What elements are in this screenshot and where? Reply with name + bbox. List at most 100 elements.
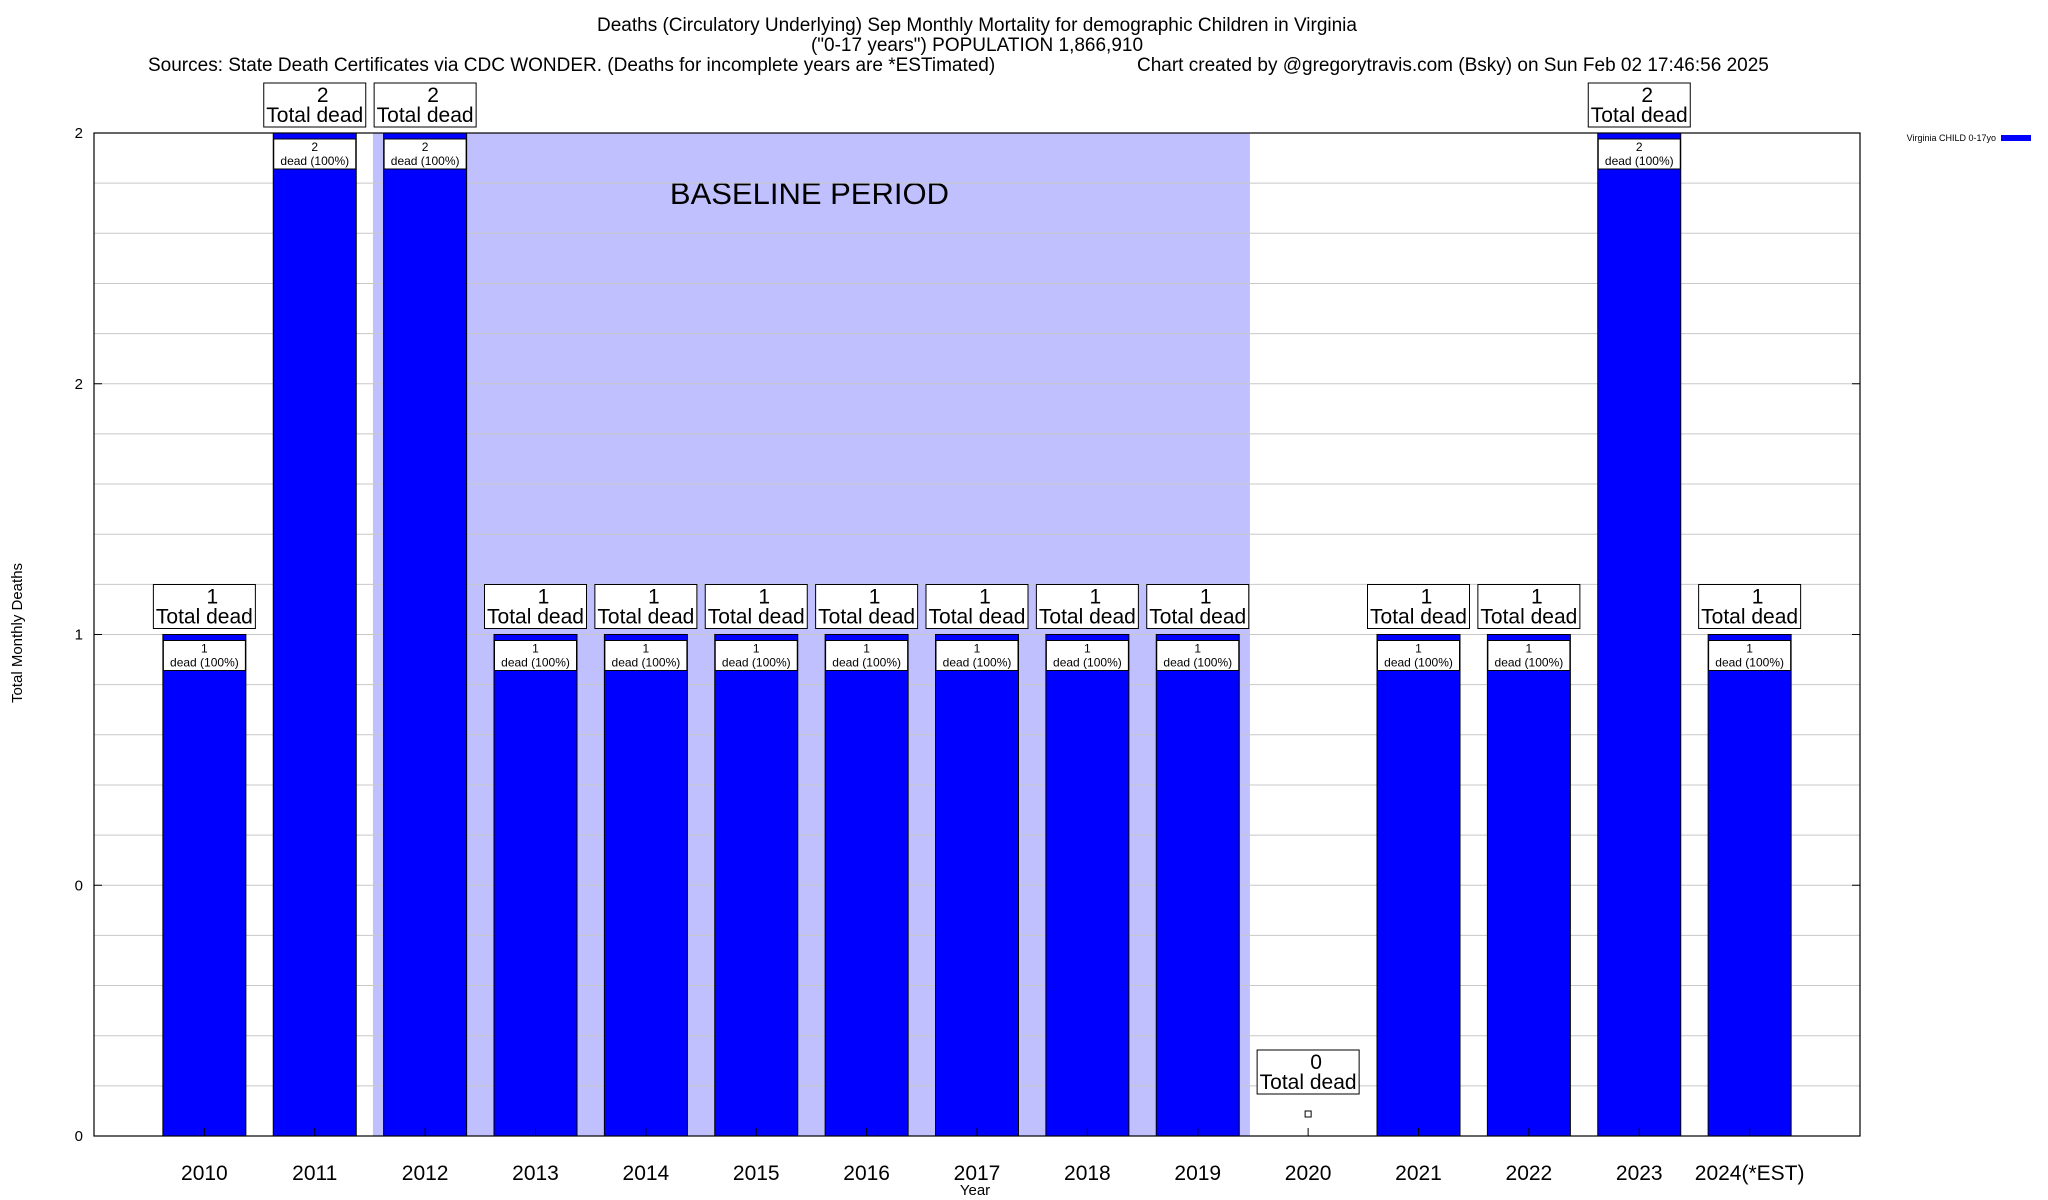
bar-inner-label-box xyxy=(1156,640,1240,671)
bar-inner-count: 1 xyxy=(863,642,870,656)
bar xyxy=(603,634,688,1137)
y-tick-label: 1 xyxy=(75,627,83,644)
chart-subtitle: ("0-17 years") POPULATION 1,866,910 xyxy=(811,35,1143,56)
bar-total-count: 1 xyxy=(758,586,770,609)
bar-total-label-box xyxy=(484,584,587,629)
y-tick-label: 2 xyxy=(75,376,83,393)
y-axis-title: Total Monthly Deaths xyxy=(9,563,26,703)
legend: Virginia CHILD 0-17yo xyxy=(1907,133,2031,143)
x-tick-label: 2020 xyxy=(1285,1162,1332,1185)
bar-inner-label: dead (100%) xyxy=(170,656,239,670)
bar-total-label: Total dead xyxy=(156,606,253,629)
bar-inner-label-box xyxy=(1708,640,1792,671)
x-tick-label: 2014 xyxy=(623,1162,670,1185)
bar-inner-label-box xyxy=(273,138,357,170)
bar-total-label: Total dead xyxy=(377,104,474,127)
bar-total-label-box xyxy=(594,584,698,629)
bar-total-label: Total dead xyxy=(597,606,694,629)
bar-inner-label-box xyxy=(1597,138,1681,170)
bar-total-label: Total dead xyxy=(1039,606,1136,629)
bar-total-count: 1 xyxy=(979,586,991,609)
bar-inner-label: dead (100%) xyxy=(1384,656,1453,670)
bar-inner-label: dead (100%) xyxy=(1715,656,1784,670)
bar-total-label-box xyxy=(925,584,1029,629)
baseline-period-label: BASELINE PERIOD xyxy=(670,176,949,211)
bar-inner-count: 1 xyxy=(1084,642,1091,656)
bar-inner-count: 1 xyxy=(1746,642,1753,656)
bar-total-label: Total dead xyxy=(818,606,915,629)
bar-total-label-box xyxy=(373,82,477,128)
bar-total-label: Total dead xyxy=(1480,606,1577,629)
bar-inner-label-box xyxy=(935,640,1019,671)
bar-inner-label-box xyxy=(1045,640,1129,671)
bar-inner-label: dead (100%) xyxy=(280,154,349,168)
x-tick-label: 2021 xyxy=(1395,1162,1442,1185)
bar-inner-label-box xyxy=(714,640,798,671)
bar-inner-label: dead (100%) xyxy=(943,656,1012,670)
bar-total-count: 1 xyxy=(1752,586,1764,609)
bar-inner-count: 2 xyxy=(422,140,429,154)
bar-total-label-box xyxy=(1035,584,1139,629)
y-axis: 0 0 1 2 2 xyxy=(75,125,1860,1145)
bar-total-label: Total dead xyxy=(487,606,584,629)
bar-total-count: 0 xyxy=(1310,1051,1322,1074)
bar-total-label: Total dead xyxy=(1591,104,1688,127)
bar-inner-count: 1 xyxy=(1526,642,1533,656)
bar xyxy=(714,634,799,1137)
bar-total-count: 1 xyxy=(1421,586,1433,609)
bar-total-label: Total dead xyxy=(1701,606,1798,629)
bar-inner-label: dead (100%) xyxy=(1163,656,1232,670)
bar-inner-count: 1 xyxy=(1194,642,1201,656)
legend-label: Virginia CHILD 0-17yo xyxy=(1907,133,1996,143)
x-tick-label: 2016 xyxy=(843,1162,890,1185)
bar xyxy=(272,132,357,1137)
bar-total-label: Total dead xyxy=(1260,1071,1357,1094)
sources-note: Sources: State Death Certificates via CD… xyxy=(148,55,995,76)
bar-total-label-box xyxy=(1367,584,1470,629)
bar xyxy=(1486,634,1571,1137)
bar-inner-label: dead (100%) xyxy=(1053,656,1122,670)
bar-total-label-box xyxy=(704,584,808,629)
x-tick-label: 2017 xyxy=(954,1162,1001,1185)
y-tick-label: 2 xyxy=(75,125,83,142)
bar-total-label-box xyxy=(1477,584,1581,629)
bar xyxy=(1376,634,1461,1137)
legend-swatch xyxy=(2001,135,2031,141)
bar-inner-label-box xyxy=(383,138,467,170)
bar-total-count: 1 xyxy=(1090,586,1102,609)
bar-inner-count: 1 xyxy=(1415,642,1422,656)
bar-total-label-box xyxy=(263,82,367,128)
bar-inner-label-box xyxy=(494,640,577,671)
x-tick-label: 2023 xyxy=(1616,1162,1663,1185)
x-tick-label: 2019 xyxy=(1174,1162,1221,1185)
bar-inner-label: dead (100%) xyxy=(501,656,570,670)
bar-total-label-box xyxy=(1256,1049,1360,1095)
bar-total-count: 1 xyxy=(869,586,881,609)
bar xyxy=(383,132,468,1137)
bar-inner-label: dead (100%) xyxy=(391,154,460,168)
bar xyxy=(824,634,909,1137)
bar-total-count: 1 xyxy=(648,586,660,609)
bar-inner-label: dead (100%) xyxy=(1605,154,1674,168)
bar-total-label: Total dead xyxy=(1149,606,1246,629)
bar xyxy=(1155,634,1240,1137)
bar xyxy=(162,634,247,1137)
bar-total-count: 1 xyxy=(1531,586,1543,609)
x-tick-label: 2024(*EST) xyxy=(1695,1162,1805,1185)
bar-inner-count: 2 xyxy=(1636,140,1643,154)
bar-inner-label-box xyxy=(1487,640,1571,671)
